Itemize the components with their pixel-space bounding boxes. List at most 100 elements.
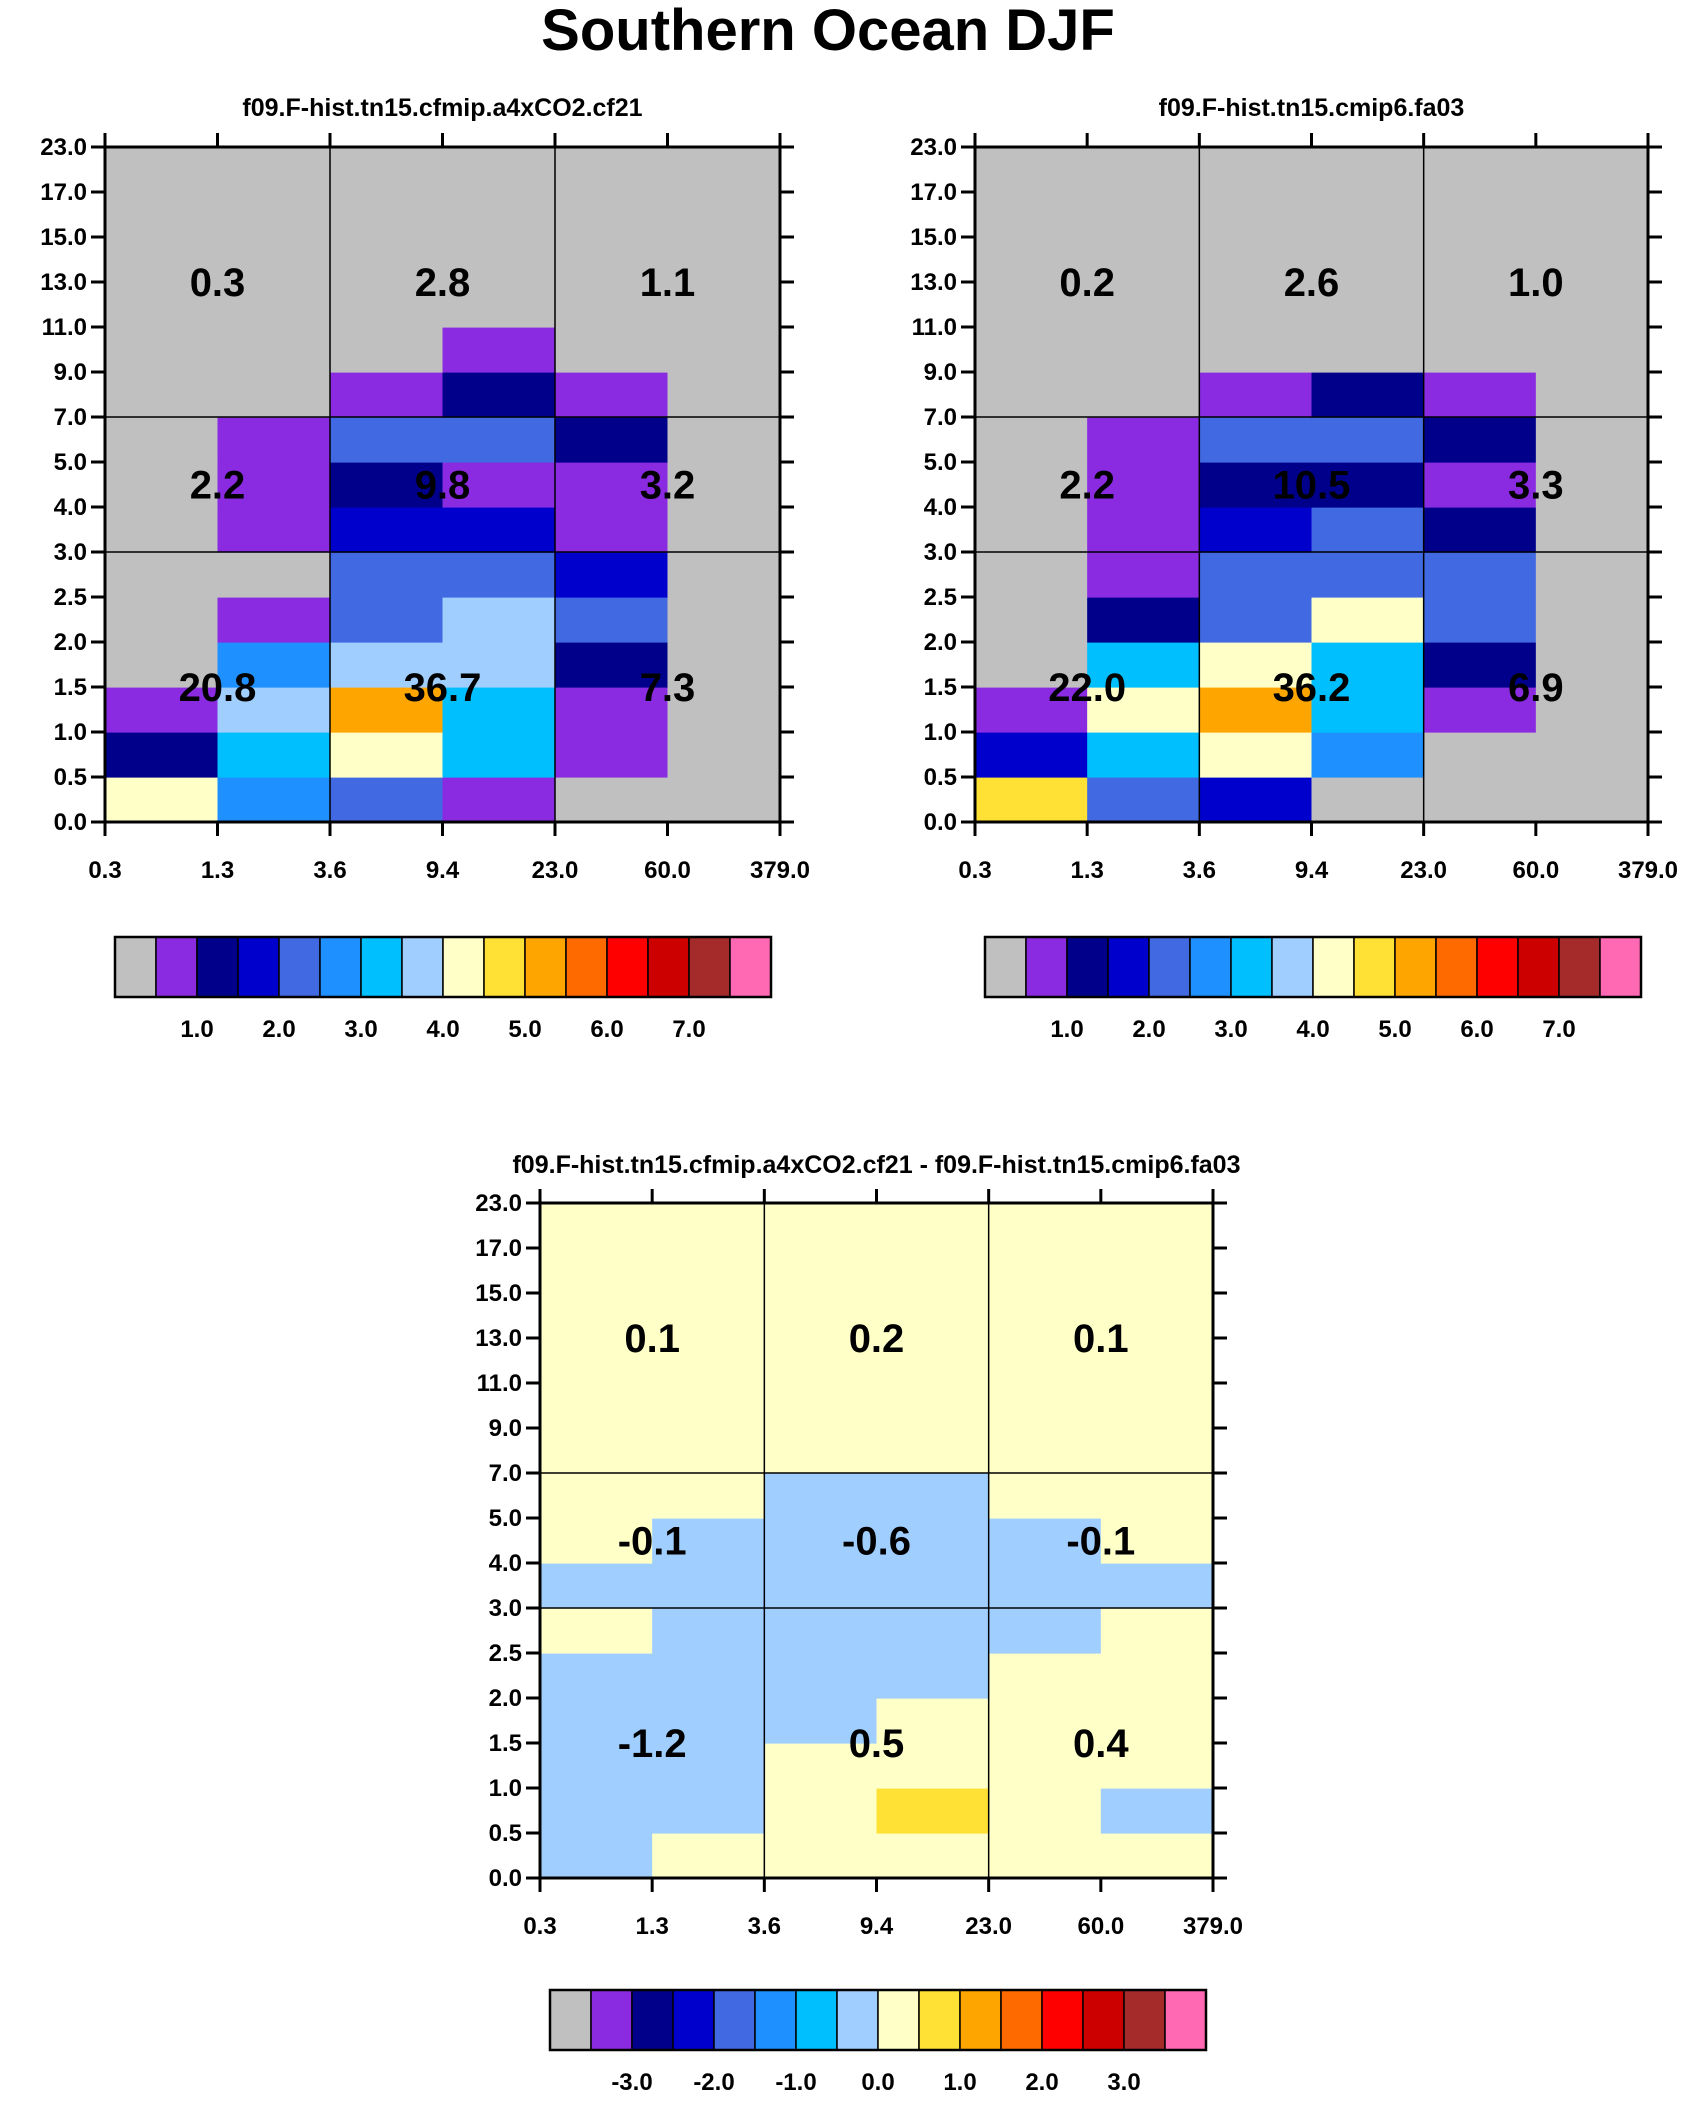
y-tick-label: 23.0	[40, 134, 87, 161]
heatmap-cell	[1199, 192, 1313, 238]
x-tick-label: 3.6	[1183, 857, 1216, 884]
colorbar-box	[877, 1989, 920, 2051]
heatmap-cell	[988, 1788, 1102, 1834]
heatmap-cell	[988, 1338, 1102, 1384]
heatmap-cell	[764, 1563, 878, 1609]
colorbar-label: 6.0	[1460, 1016, 1493, 1043]
heatmap-cell	[217, 417, 331, 463]
heatmap-cell	[442, 147, 556, 193]
colorbar-box	[401, 936, 444, 998]
heatmap-cell	[1199, 732, 1313, 778]
heatmap-cell	[1087, 237, 1200, 283]
panel-title: f09.F-hist.tn15.cmip6.fa03	[1159, 94, 1465, 122]
heatmap-cell	[1535, 147, 1649, 193]
heatmap-cell	[330, 552, 444, 598]
heatmap-cell	[1087, 687, 1200, 733]
y-tick-label: 13.0	[40, 269, 87, 296]
heatmap-cell	[217, 192, 331, 238]
heatmap-cell	[876, 1608, 990, 1654]
heatmap-cell	[540, 1833, 653, 1879]
panel-2: f09.F-hist.tn15.cmip6.fa03 0.0 0.5 1.0 1.5 2.…	[910, 94, 1678, 1043]
colorbar-box	[1148, 936, 1191, 998]
heatmap-cell	[975, 237, 1088, 283]
heatmap-cell	[988, 1428, 1102, 1474]
colorbar-box	[959, 1989, 1002, 2051]
heatmap-cell	[652, 1383, 765, 1429]
colorbar-box	[360, 936, 403, 998]
heatmap-cell	[975, 192, 1088, 238]
heatmap-cell	[1100, 1788, 1214, 1834]
x-tick-label: 0.3	[958, 857, 991, 884]
heatmap-cell	[1087, 507, 1200, 553]
y-tick-label: 13.0	[910, 269, 957, 296]
heatmap-cell	[1100, 1473, 1214, 1519]
heatmap-cell	[555, 552, 669, 598]
heatmap-cell	[1100, 1338, 1214, 1384]
heatmap-cell	[652, 1743, 765, 1789]
region-value-label: -1.2	[618, 1722, 687, 1766]
heatmap-cell	[330, 777, 444, 823]
heatmap-cell	[1311, 282, 1425, 328]
colorbar-box	[631, 1989, 674, 2051]
heatmap-cell	[1087, 552, 1200, 598]
heatmap-cell	[217, 687, 331, 733]
colorbar-box	[565, 936, 608, 998]
heatmap-cell	[442, 372, 556, 418]
colorbar-box	[155, 936, 198, 998]
colorbar-box	[1000, 1989, 1043, 2051]
colorbar-label: -1.0	[775, 2069, 816, 2096]
colorbar-label: 2.0	[1132, 1016, 1165, 1043]
heatmap-cell	[667, 282, 781, 328]
y-tick-label: 17.0	[475, 1235, 522, 1262]
heatmap-cell	[330, 462, 444, 508]
heatmap-cell	[1311, 462, 1425, 508]
heatmap-cell	[667, 777, 781, 823]
heatmap-cell	[1100, 1608, 1214, 1654]
heatmap-cell	[764, 1518, 878, 1564]
heatmap-cell	[442, 732, 556, 778]
region-value-label: 0.2	[849, 1317, 905, 1361]
heatmap-cell	[1087, 597, 1200, 643]
heatmap-cell	[652, 1203, 765, 1249]
colorbar-box	[1041, 1989, 1084, 2051]
heatmap-cell	[442, 237, 556, 283]
colorbar-label: 2.0	[262, 1016, 295, 1043]
heatmap-cell	[764, 1608, 878, 1654]
heatmap-cell	[988, 1743, 1102, 1789]
region-value-label: 2.2	[190, 464, 246, 508]
heatmap-cell	[667, 192, 781, 238]
heatmap-cell	[105, 552, 219, 598]
x-tick-label: 60.0	[1512, 857, 1559, 884]
x-tick-label: 0.3	[523, 1913, 556, 1940]
y-tick-label: 1.5	[924, 674, 957, 701]
heatmap-cell	[975, 732, 1088, 778]
colorbar-label: 3.0	[1214, 1016, 1247, 1043]
heatmap-cell	[442, 687, 556, 733]
region-value-label: 9.8	[415, 464, 471, 508]
heatmap-cell	[555, 687, 669, 733]
colorbar: -3.0 -2.0 -1.0 0.0 1.0 2.0 3.0	[548, 1988, 1208, 2096]
region-value-label: 7.3	[640, 666, 696, 710]
colorbar-box	[1107, 936, 1150, 998]
heatmap-cell	[667, 597, 781, 643]
heatmap-cell	[652, 1608, 765, 1654]
heatmap-cell	[217, 147, 331, 193]
colorbar-frame	[983, 935, 1643, 999]
colorbar-box	[1164, 1989, 1207, 2051]
x-tick-label: 60.0	[1077, 1913, 1124, 1940]
region-value-label: 0.1	[1073, 1317, 1129, 1361]
y-tick-label: 4.0	[54, 494, 87, 521]
heatmap-cell	[330, 597, 444, 643]
heatmap-cell	[1199, 687, 1313, 733]
heatmap-cell	[442, 282, 556, 328]
heatmap-cell	[442, 597, 556, 643]
heatmap-cell	[876, 1788, 990, 1834]
heatmap-cell	[540, 1293, 653, 1339]
heatmap-cell	[876, 1833, 990, 1879]
heatmap-cell	[330, 237, 444, 283]
heatmap-cell	[652, 1563, 765, 1609]
colorbar-box	[1599, 936, 1642, 998]
heatmap-cell	[217, 327, 331, 373]
colorbar-box	[1025, 936, 1068, 998]
y-tick-label: 11.0	[42, 314, 87, 341]
